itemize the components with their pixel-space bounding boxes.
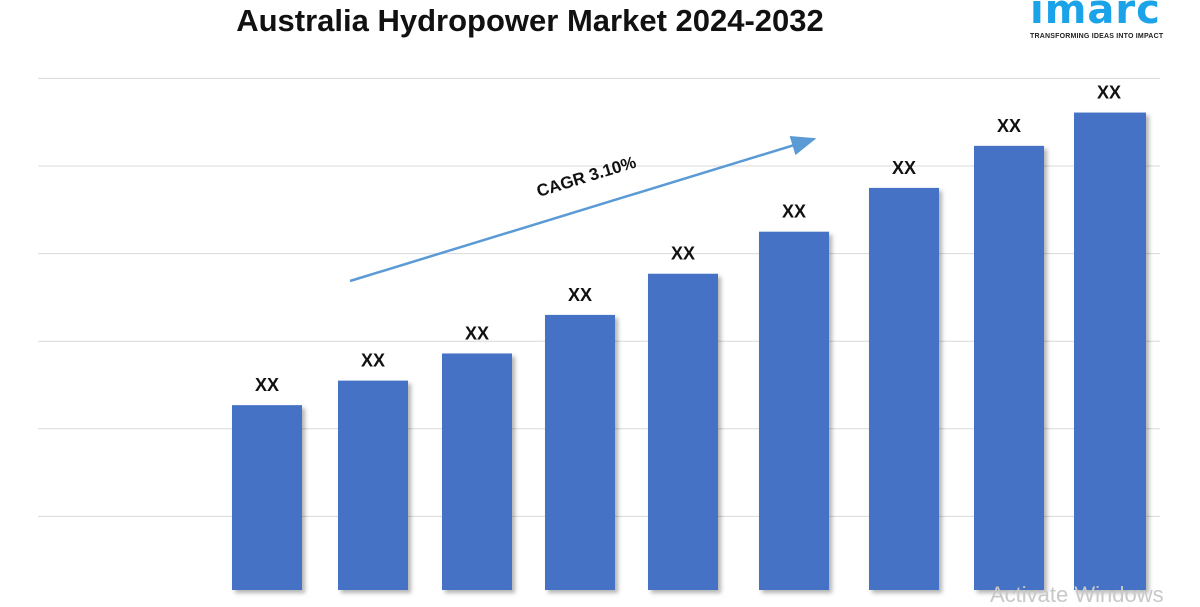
imarc-logo: imarc TRANSFORMING IDEAS INTO IMPACT xyxy=(1030,0,1180,41)
data-label: XX xyxy=(568,285,592,305)
data-label: XX xyxy=(1097,83,1121,103)
bar xyxy=(545,314,615,590)
bar xyxy=(338,380,408,590)
data-label: XX xyxy=(465,323,489,343)
logo-tagline: TRANSFORMING IDEAS INTO IMPACT xyxy=(1030,33,1164,40)
data-label: XX xyxy=(892,158,916,178)
bar xyxy=(232,405,302,590)
bar xyxy=(974,145,1044,591)
bar xyxy=(442,353,512,590)
data-label: XX xyxy=(361,351,385,371)
bar xyxy=(869,187,939,590)
bar xyxy=(759,231,829,590)
cagr-label: CAGR 3.10% xyxy=(534,153,638,201)
logo-word: imarc xyxy=(1030,0,1161,33)
activate-windows-watermark: Activate Windows xyxy=(990,582,1164,607)
data-label: XX xyxy=(255,375,279,395)
bar xyxy=(648,273,718,590)
data-label: XX xyxy=(782,202,806,222)
chart-title: Australia Hydropower Market 2024-2032 xyxy=(236,3,824,38)
bar xyxy=(1074,112,1146,591)
data-label: XX xyxy=(997,116,1021,136)
cagr-arrow xyxy=(349,136,817,283)
data-label: XX xyxy=(671,244,695,264)
